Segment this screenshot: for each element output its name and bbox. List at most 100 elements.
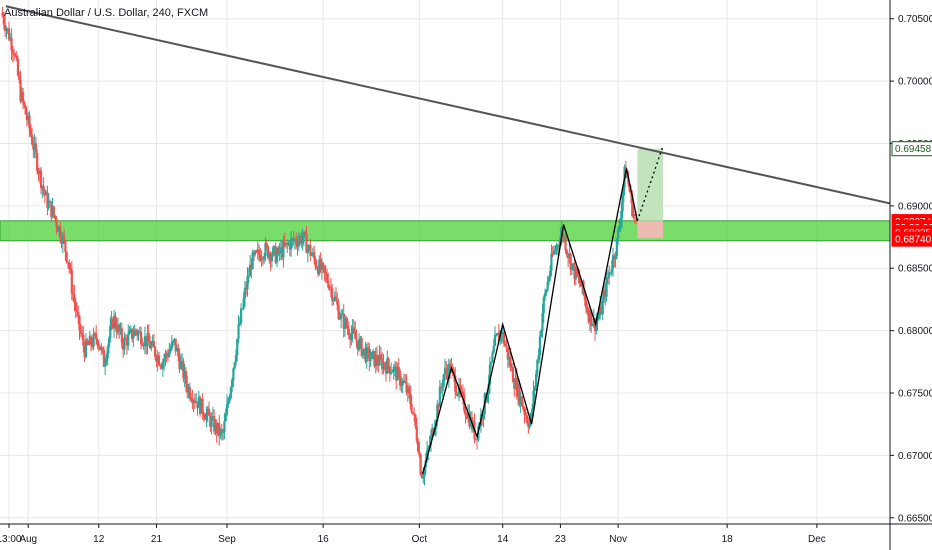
candle-body [366,347,370,350]
candle-body [599,305,602,316]
candle-body [304,232,307,234]
candle-body [154,347,157,357]
candle-body [609,272,612,274]
candle-body [406,387,409,393]
candle-body [427,447,430,451]
candle-body [469,417,472,427]
candle-body [538,336,541,356]
x-tick-label: 16 [318,534,330,545]
candle-body [110,319,113,326]
candle-body [522,406,525,409]
candle-body [132,335,135,339]
candle-body [615,238,618,257]
candle-body [1,12,4,17]
candle-body [172,340,175,342]
candle-body [509,357,512,369]
candle-body [591,324,594,326]
candle-body [266,246,270,258]
y-tick-label: 0.69000 [898,201,932,212]
candle-body [329,287,332,289]
candle-body [323,265,326,273]
candle-body [66,261,70,263]
candle-body [491,352,494,363]
candle-body [169,348,172,352]
candle-body [355,338,358,342]
candle-body [293,239,297,242]
candle-body [11,50,14,53]
candle-body [239,308,243,324]
candle-body [157,355,161,366]
candle-body [528,422,531,428]
candle-body [236,339,239,356]
candle-body [561,229,565,238]
candle-body [377,363,380,366]
candle-body [319,259,322,270]
candle-body [46,192,49,209]
candle-body [211,416,214,418]
candle-body [310,254,313,256]
candle-body [159,365,162,367]
candle-body [248,264,252,277]
candle-body [340,314,343,319]
candle-body [155,356,158,363]
candle-body [365,347,368,362]
candle-body [114,315,117,328]
candle-body [71,293,75,295]
candle-body [337,304,340,319]
candle-body [228,397,231,402]
candle-body [531,408,534,414]
candle-body [73,294,76,303]
candle-body [104,362,107,367]
candle-body [163,358,166,362]
candle-body [219,429,222,436]
candle-body [207,408,211,416]
candle-body [24,105,27,115]
candle-body [351,327,354,334]
candle-body [429,435,432,446]
candle-body [577,275,580,278]
candle-body [138,331,141,333]
candle-body [455,391,458,395]
candle-body [272,247,275,256]
y-tick-label: 0.66500 [898,513,932,524]
candle-body [432,428,435,435]
candle-body [459,384,462,392]
candle-body [475,438,479,440]
candle-body [525,415,529,423]
x-tick-label: Oct [412,534,428,545]
candle-body [442,374,445,387]
candle-body [256,249,259,252]
candle-body [202,413,206,418]
candle-body [410,404,413,412]
candle-body [508,357,511,360]
candle-body [60,238,63,244]
candle-body [374,355,377,367]
candle-body [166,354,170,357]
candle-body [95,333,98,340]
candle-body [370,351,374,359]
candle-body [97,344,100,347]
candle-body [595,320,598,332]
candle-body [245,288,248,290]
candle-body [490,362,493,365]
candle-body [27,115,30,121]
candle-body [195,401,198,403]
x-tick-label: 23 [555,534,567,545]
candle-body [115,327,118,333]
candle-body [187,387,190,393]
candle-body [64,240,67,252]
candle-body [268,253,271,258]
candle-body [209,415,212,427]
candle-body [252,252,256,255]
y-tick-label: 0.70500 [898,14,932,25]
candle-body [87,343,90,346]
candle-body [50,201,53,217]
candle-body [368,349,371,362]
candle-body [18,75,21,81]
candle-body [188,387,191,398]
candle-body [397,367,400,372]
candle-body [89,336,93,346]
candle-body [546,281,549,291]
candle-body [175,347,179,352]
